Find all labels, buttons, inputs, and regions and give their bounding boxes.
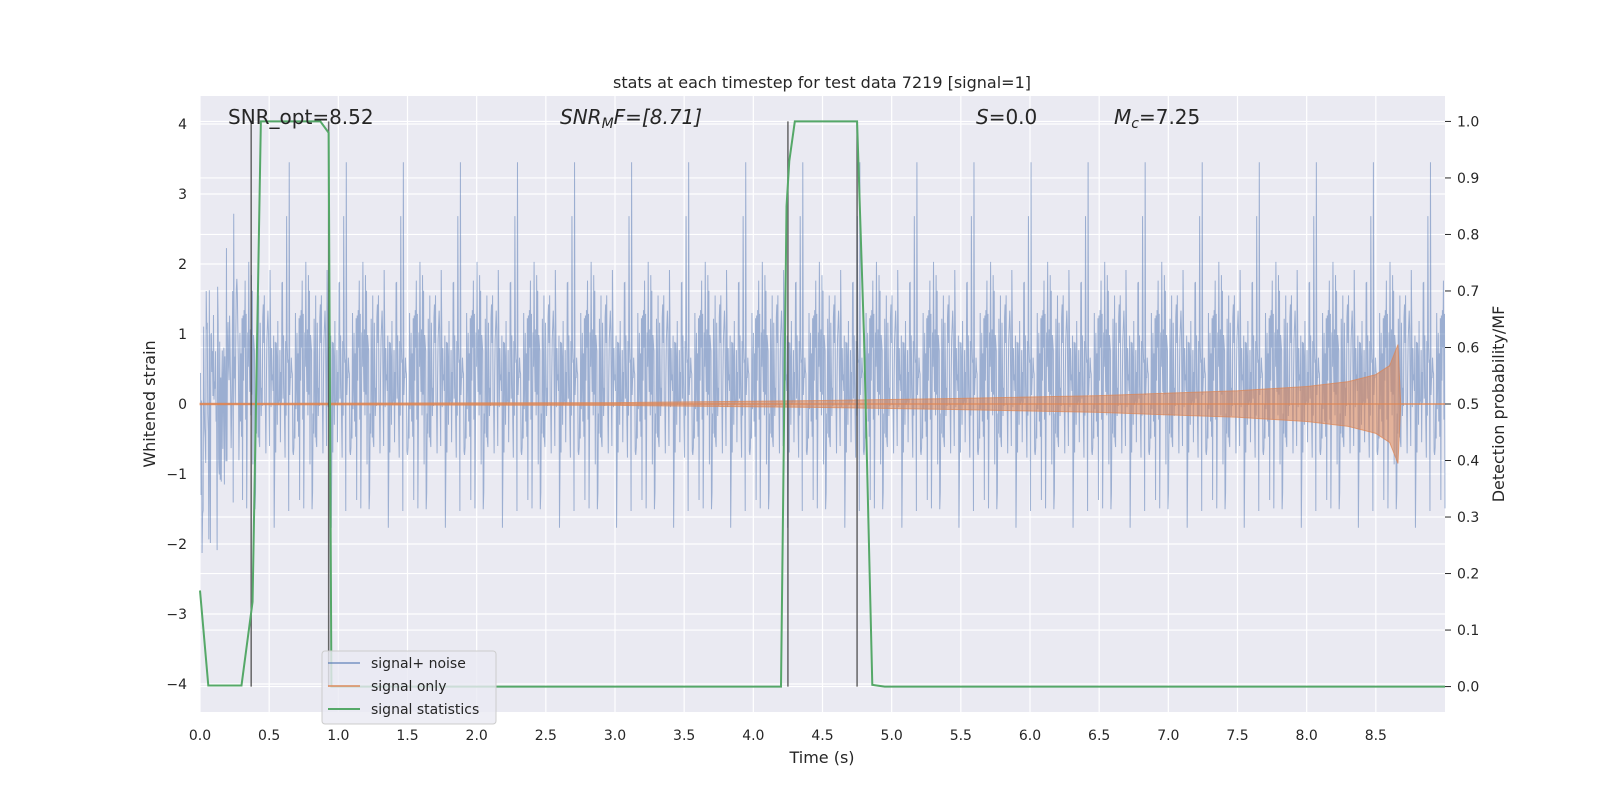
- y2-axis-label: Detection probability/MF: [1489, 306, 1508, 503]
- x-tick-label: 4.5: [811, 728, 833, 744]
- x-tick-label: 4.0: [742, 728, 764, 744]
- signal-plus-noise-line: [199, 162, 1446, 554]
- x-tick-label: 1.0: [327, 728, 349, 744]
- y2-tick-label: 0.6: [1457, 340, 1479, 356]
- y2-tick-label: 0.8: [1457, 227, 1479, 243]
- x-tick-labels: 0.0 0.5 1.0 1.5 2.0 2.5 3.0 3.5 4.0 4.5 5.0 5.5 6.0 6…: [189, 728, 1387, 744]
- x-tick-label: 0.5: [258, 728, 280, 744]
- annotation-mc-rest: =7.25: [1139, 105, 1200, 129]
- x-tick-label: 6.0: [1019, 728, 1041, 744]
- x-tick-label: 8.0: [1296, 728, 1318, 744]
- x-tick-label: 1.5: [396, 728, 418, 744]
- annotation-mc-sub: c: [1131, 116, 1139, 132]
- x-tick-label: 5.0: [881, 728, 903, 744]
- annotation-snr-mf-rest: F=[8.71]: [614, 105, 702, 129]
- y-tick-label: 0: [178, 397, 187, 413]
- y2-tick-label: 1.0: [1457, 114, 1479, 130]
- signal-plus-noise-series: [199, 162, 1446, 554]
- annotation-snr-mf-sub: M: [602, 116, 614, 132]
- y2-tick-label: 0.2: [1457, 567, 1479, 583]
- legend: signal+ noise signal only signal statist…: [321, 650, 497, 725]
- y2-tick-label: 0.7: [1457, 284, 1479, 300]
- y2-tick-label: 0.0: [1457, 680, 1479, 696]
- y2-tick-label: 0.4: [1457, 454, 1479, 470]
- signal-statistics-line: [199, 120, 1445, 688]
- y-tick-label: 4: [178, 117, 187, 133]
- y-tick-labels: 4 3 2 1 0 −1 −2 −3 −4: [166, 117, 187, 693]
- x-tick-label: 7.5: [1226, 728, 1248, 744]
- annotation-mc: Mc=7.25: [1114, 105, 1200, 132]
- chart-title: stats at each timestep for test data 721…: [613, 73, 1031, 92]
- annotation-snr-opt: SNR_opt=8.52: [228, 105, 374, 129]
- annotation-s-main: S: [976, 105, 989, 129]
- y-tick-label: 2: [178, 257, 187, 273]
- x-tick-label: 2.5: [535, 728, 557, 744]
- y2-tick-labels: 1.0 0.9 0.8 0.7 0.6 0.5 0.4 0.3 0.2 0.1 0.0: [1445, 114, 1479, 696]
- x-tick-label: 5.5: [950, 728, 972, 744]
- annotation-s: S=0.0: [976, 105, 1037, 129]
- y-tick-label: −1: [166, 467, 187, 483]
- annotation-mc-main: M: [1114, 105, 1131, 129]
- y-tick-label: −4: [166, 677, 187, 693]
- y2-tick-label: 0.5: [1457, 397, 1479, 413]
- x-tick-label: 2.0: [466, 728, 488, 744]
- x-tick-label: 6.5: [1088, 728, 1110, 744]
- y-tick-label: 3: [178, 187, 187, 203]
- y2-tick-label: 0.1: [1457, 623, 1479, 639]
- legend-label-signal-only: signal only: [371, 679, 446, 695]
- x-tick-label: 0.0: [189, 728, 211, 744]
- legend-box: [321, 650, 497, 725]
- x-tick-label: 3.0: [604, 728, 626, 744]
- y-axis-label: Whitened strain: [140, 340, 159, 467]
- y2-tick-label: 0.3: [1457, 510, 1479, 526]
- x-tick-label: 8.5: [1365, 728, 1387, 744]
- legend-label-signal-statistics: signal statistics: [371, 702, 479, 718]
- y-tick-label: 1: [178, 327, 187, 343]
- legend-label-signal-noise: signal+ noise: [371, 656, 466, 672]
- signal-statistics-series: [199, 120, 1445, 688]
- signal-only-series: [199, 344, 1445, 464]
- annotation-snr-mf-main: SNR: [560, 105, 602, 129]
- annotation-s-rest: =0.0: [989, 105, 1038, 129]
- y2-tick-label: 0.9: [1457, 171, 1479, 187]
- x-tick-label: 3.5: [673, 728, 695, 744]
- y-tick-label: −3: [166, 607, 187, 623]
- x-axis-label: Time (s): [788, 748, 854, 767]
- y-tick-label: −2: [166, 537, 187, 553]
- annotation-snr-mf: SNRMF=[8.71]: [560, 105, 702, 132]
- x-tick-label: 7.0: [1157, 728, 1179, 744]
